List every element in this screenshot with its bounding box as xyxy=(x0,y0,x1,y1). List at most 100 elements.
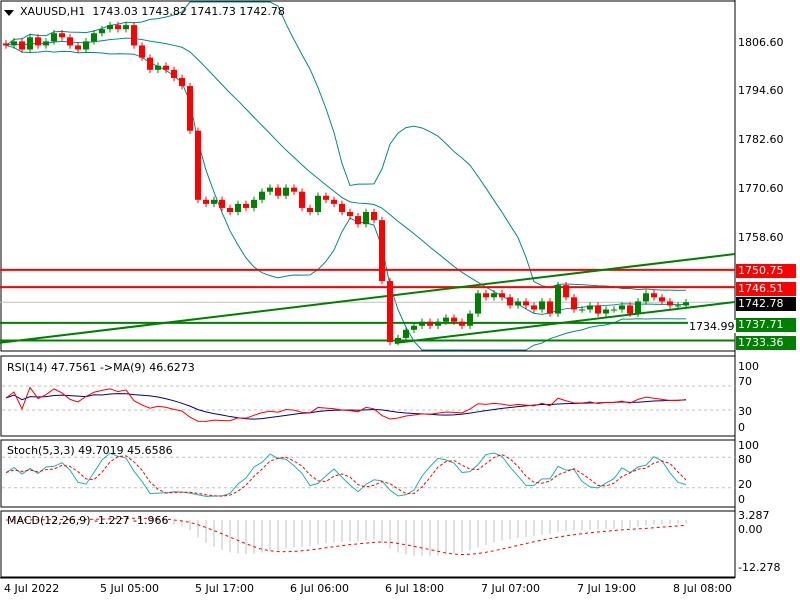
candle-body xyxy=(419,321,425,326)
candle-body xyxy=(395,337,401,342)
candle-body xyxy=(179,77,185,87)
price-tick: 1770.60 xyxy=(738,182,784,195)
dropdown-triangle-icon[interactable] xyxy=(4,10,14,16)
time-tick: 5 Jul 05:00 xyxy=(100,582,159,595)
price-tick: 1758.60 xyxy=(738,231,784,244)
candle-body xyxy=(211,199,217,204)
trendline xyxy=(0,253,735,344)
candle-body xyxy=(555,285,561,314)
time-tick: 7 Jul 07:00 xyxy=(481,582,540,595)
candle-body xyxy=(563,285,569,298)
candle-body xyxy=(491,293,497,298)
candle-body xyxy=(611,309,617,311)
candle-body xyxy=(387,281,393,342)
stoch-label: Stoch(5,3,3) 49.7019 45.6586 xyxy=(7,444,173,457)
candle-body xyxy=(339,203,345,212)
candle-body xyxy=(283,187,289,196)
stoch-main-line xyxy=(5,452,687,497)
bollinger-upper xyxy=(5,1,687,291)
candle-body xyxy=(187,86,193,131)
open-value: 1743.03 xyxy=(92,5,138,18)
candle-body xyxy=(507,297,513,306)
rsi-tick: 100 xyxy=(738,360,759,373)
stoch-tick: 20 xyxy=(738,478,752,491)
candle-body xyxy=(171,69,177,78)
rsi-ma-line xyxy=(5,393,687,420)
candle-body xyxy=(195,130,201,200)
candle-body xyxy=(363,212,369,225)
candle-body xyxy=(643,293,649,302)
stoch-tick: 0 xyxy=(738,493,745,506)
candle-body xyxy=(635,301,641,314)
candle-body xyxy=(243,203,249,208)
candle-body xyxy=(427,321,433,326)
candle-body xyxy=(307,207,313,212)
candle-body xyxy=(355,216,361,225)
candle-body xyxy=(235,203,241,212)
rsi-tick: 0 xyxy=(738,421,745,434)
macd-tick: 0.00 xyxy=(738,523,763,536)
candle-body xyxy=(547,301,553,314)
macd-tick: 3.287 xyxy=(738,509,770,522)
candle-body xyxy=(347,212,353,217)
resistance-tag-2: 1746.51 xyxy=(736,282,796,296)
rsi-tick: 30 xyxy=(738,405,752,418)
candle-body xyxy=(515,301,521,306)
candle-body xyxy=(115,25,121,30)
candle-body xyxy=(155,65,161,70)
candle-body xyxy=(67,37,73,46)
candle-body xyxy=(451,317,457,322)
candle-body xyxy=(147,57,153,70)
hidden-level-tag: 1734.99 xyxy=(688,320,736,333)
close-value: 1742.78 xyxy=(239,5,285,18)
time-tick: 8 Jul 08:00 xyxy=(673,582,732,595)
candle-body xyxy=(499,293,505,298)
candle-body xyxy=(59,33,65,38)
macd-tick: -12.278 xyxy=(738,561,781,574)
candle-body xyxy=(99,29,105,34)
candle-body xyxy=(227,207,233,212)
low-value: 1741.73 xyxy=(190,5,236,18)
high-value: 1743.82 xyxy=(141,5,187,18)
macd-label: MACD(12,26,9) -1.227 -1.966 xyxy=(7,514,169,527)
trendline xyxy=(394,300,735,345)
candle-body xyxy=(379,220,385,282)
chart-header: XAUUSD,H1 1743.03 1743.82 1741.73 1742.7… xyxy=(20,5,285,18)
candle-body xyxy=(443,317,449,322)
candle-body xyxy=(123,25,129,30)
candle-body xyxy=(523,301,529,306)
candle-body xyxy=(251,199,257,208)
candle-body xyxy=(651,293,657,298)
candle-body xyxy=(27,37,33,50)
time-tick: 5 Jul 17:00 xyxy=(195,582,254,595)
candle-body xyxy=(291,187,297,192)
candle-body xyxy=(683,302,689,306)
candle-body xyxy=(619,305,625,310)
candle-body xyxy=(571,297,577,310)
time-tick: 7 Jul 19:00 xyxy=(577,582,636,595)
stoch-tick: 80 xyxy=(738,453,752,466)
candle-body xyxy=(411,325,417,330)
candle-body xyxy=(203,199,209,204)
candle-body xyxy=(3,43,9,46)
candle-body xyxy=(435,321,441,326)
candle-body xyxy=(131,25,137,46)
candle-body xyxy=(139,45,145,58)
support-tag-2: 1733.36 xyxy=(736,336,796,350)
support-tag-1: 1737.71 xyxy=(736,318,796,332)
resistance-tag-1: 1750.75 xyxy=(736,264,796,278)
stoch-tick: 100 xyxy=(738,439,759,452)
price-tick: 1806.60 xyxy=(738,36,784,49)
candle-body xyxy=(475,293,481,314)
candle-body xyxy=(91,33,97,42)
price-tick: 1794.60 xyxy=(738,84,784,97)
rsi-line xyxy=(5,386,687,422)
candle-body xyxy=(595,305,601,314)
candle-body xyxy=(667,301,673,306)
candle-body xyxy=(403,329,409,338)
candle-body xyxy=(539,301,545,310)
candle-body xyxy=(467,313,473,326)
price-tick: 1782.60 xyxy=(738,133,784,146)
candle-body xyxy=(315,195,321,212)
